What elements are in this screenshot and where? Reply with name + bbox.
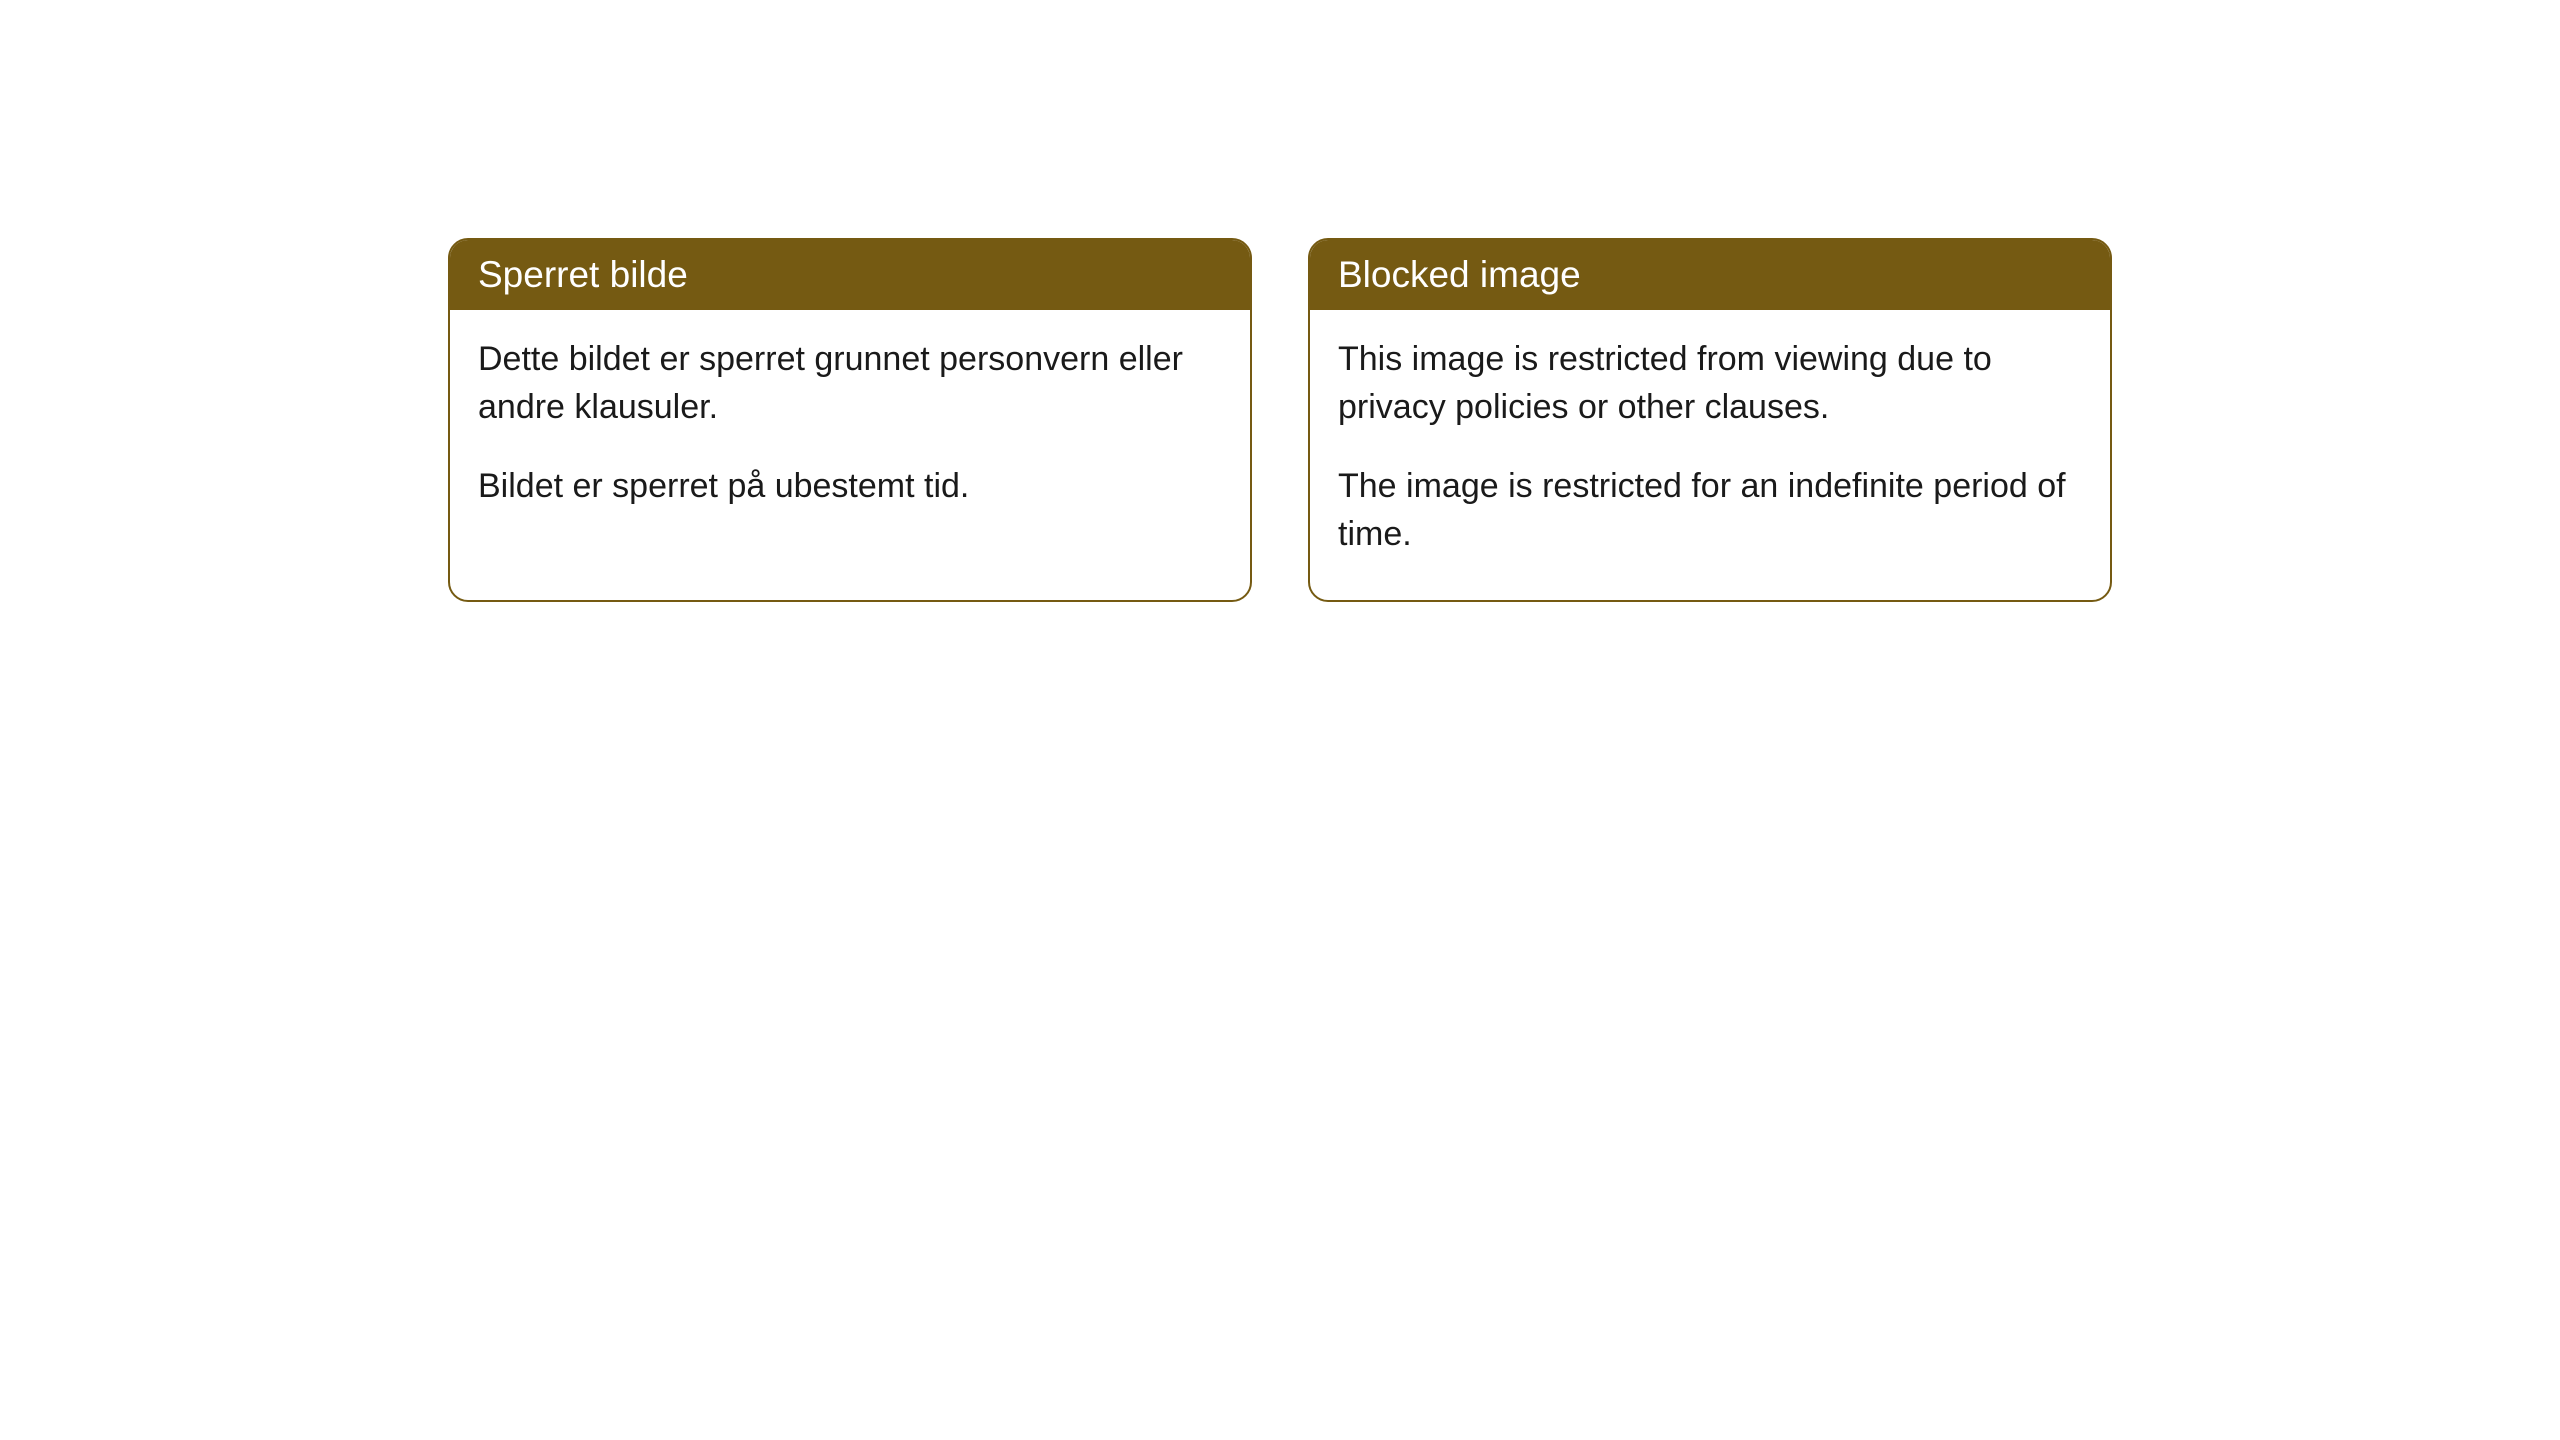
card-english: Blocked image This image is restricted f…: [1308, 238, 2112, 602]
card-body-norwegian: Dette bildet er sperret grunnet personve…: [450, 310, 1250, 553]
card-text-2: The image is restricted for an indefinit…: [1338, 463, 2082, 558]
card-norwegian: Sperret bilde Dette bildet er sperret gr…: [448, 238, 1252, 602]
cards-container: Sperret bilde Dette bildet er sperret gr…: [0, 0, 2560, 602]
card-text-1: Dette bildet er sperret grunnet personve…: [478, 336, 1222, 431]
card-text-2: Bildet er sperret på ubestemt tid.: [478, 463, 1222, 511]
card-header-english: Blocked image: [1310, 240, 2110, 310]
card-text-1: This image is restricted from viewing du…: [1338, 336, 2082, 431]
card-body-english: This image is restricted from viewing du…: [1310, 310, 2110, 600]
card-header-norwegian: Sperret bilde: [450, 240, 1250, 310]
